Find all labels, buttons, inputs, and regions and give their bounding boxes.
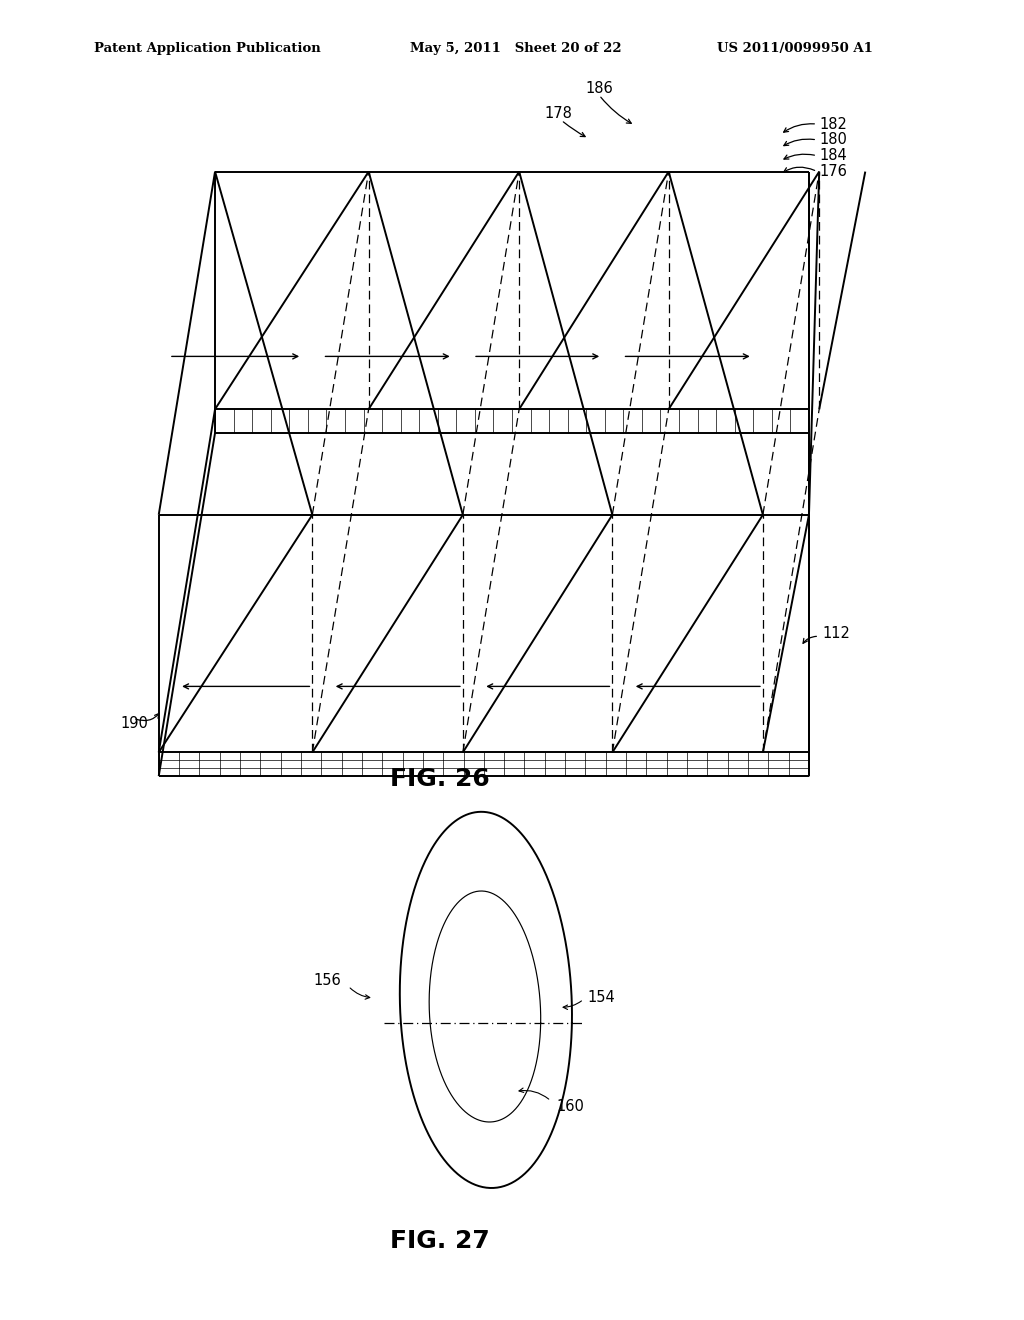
Text: 178: 178 — [544, 106, 572, 121]
Text: 156: 156 — [313, 973, 341, 989]
Text: 154: 154 — [588, 990, 615, 1006]
Text: 160: 160 — [556, 1098, 584, 1114]
Text: May 5, 2011   Sheet 20 of 22: May 5, 2011 Sheet 20 of 22 — [410, 42, 622, 55]
Text: FIG. 27: FIG. 27 — [390, 1229, 490, 1253]
Text: 190: 190 — [121, 715, 148, 731]
Text: 180: 180 — [819, 132, 847, 148]
Text: FIG. 26: FIG. 26 — [390, 767, 490, 791]
Text: 184: 184 — [819, 148, 847, 164]
Text: 112: 112 — [822, 626, 850, 642]
Text: US 2011/0099950 A1: US 2011/0099950 A1 — [717, 42, 872, 55]
Text: 182: 182 — [819, 116, 847, 132]
Text: Patent Application Publication: Patent Application Publication — [94, 42, 321, 55]
Text: 186: 186 — [585, 81, 613, 96]
Text: 176: 176 — [819, 164, 847, 180]
